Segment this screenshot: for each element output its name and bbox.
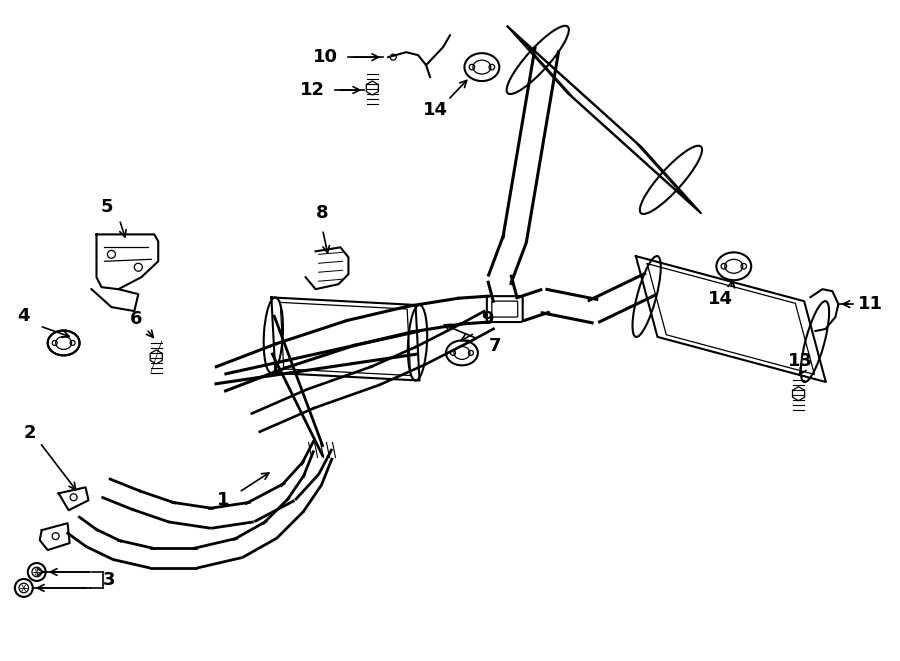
- Text: 3: 3: [104, 571, 116, 589]
- Text: 13: 13: [788, 352, 813, 370]
- Text: 7: 7: [489, 337, 501, 355]
- Text: 4: 4: [17, 307, 30, 325]
- Text: 6: 6: [130, 310, 142, 328]
- Text: 5: 5: [100, 198, 112, 215]
- Text: 9: 9: [482, 310, 494, 328]
- Text: 8: 8: [316, 204, 328, 223]
- Text: 14: 14: [423, 101, 447, 119]
- Text: 14: 14: [708, 290, 734, 308]
- Text: 1: 1: [217, 491, 230, 509]
- Text: 11: 11: [858, 295, 883, 313]
- Text: 12: 12: [300, 81, 325, 99]
- Text: 2: 2: [23, 424, 36, 442]
- Text: 10: 10: [313, 48, 338, 66]
